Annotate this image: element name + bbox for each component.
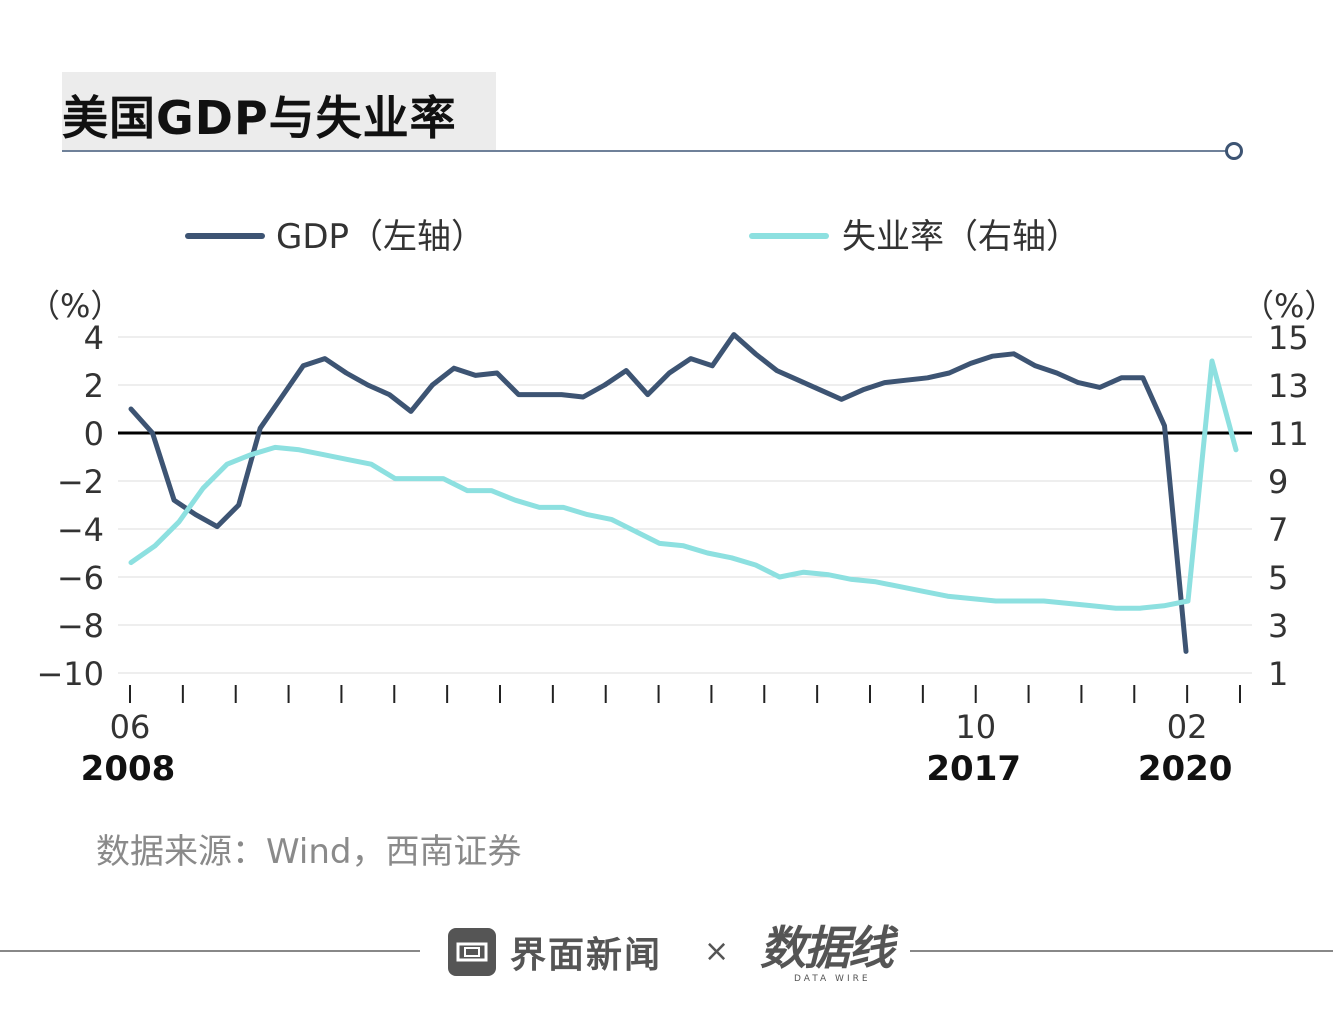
right-tick-label: 7 <box>1268 511 1288 549</box>
right-axis-unit: （%） <box>1242 287 1333 325</box>
left-tick-label: 0 <box>84 415 104 453</box>
left-tick-label: −8 <box>57 607 104 645</box>
data-wire-logo-text: 数据线 <box>760 921 894 975</box>
left-tick-label: −6 <box>57 559 104 597</box>
brand-name: 界面新闻 <box>510 935 663 976</box>
times-sign: × <box>704 934 730 969</box>
legend-unemployment-label: 失业率（右轴） <box>842 217 1080 257</box>
title-background <box>62 72 496 152</box>
unemployment-series-line <box>128 358 1239 611</box>
title-end-dot-icon <box>1225 142 1243 160</box>
gdp-series-line <box>128 332 1189 654</box>
right-tick-label: 15 <box>1268 319 1309 357</box>
x-month-label: 06 <box>110 708 151 746</box>
jiemian-logo-icon <box>448 928 496 976</box>
data-source: 数据来源：Wind，西南证券 <box>96 832 522 872</box>
footer-divider-right <box>910 950 1333 952</box>
right-tick-label: 1 <box>1268 655 1288 693</box>
data-wire-logo-sub: DATA WIRE <box>794 974 871 984</box>
title-divider <box>62 150 1228 152</box>
footer-divider-left <box>0 950 420 952</box>
left-tick-label: 2 <box>84 367 104 405</box>
footer-brand: 界面新闻 <box>448 926 662 978</box>
right-tick-label: 5 <box>1268 559 1288 597</box>
legend-gdp-label: GDP（左轴） <box>276 217 485 257</box>
left-tick-label: −10 <box>36 655 104 693</box>
x-year-label: 2017 <box>926 749 1021 789</box>
right-tick-label: 13 <box>1268 367 1309 405</box>
x-year-label: 2008 <box>81 749 176 789</box>
right-tick-label: 3 <box>1268 607 1288 645</box>
chart-title: 美国GDP与失业率 <box>62 91 457 145</box>
right-tick-label: 11 <box>1268 415 1309 453</box>
left-axis-unit: （%） <box>28 287 122 325</box>
data-wire-logo: 数据线 DATA WIRE <box>760 912 894 984</box>
left-tick-label: −2 <box>57 463 104 501</box>
left-tick-label: −4 <box>57 511 104 549</box>
x-year-label: 2020 <box>1138 749 1233 789</box>
right-tick-label: 9 <box>1268 463 1288 501</box>
x-month-label: 10 <box>955 708 996 746</box>
left-tick-label: 4 <box>84 319 104 357</box>
x-month-label: 02 <box>1167 708 1208 746</box>
